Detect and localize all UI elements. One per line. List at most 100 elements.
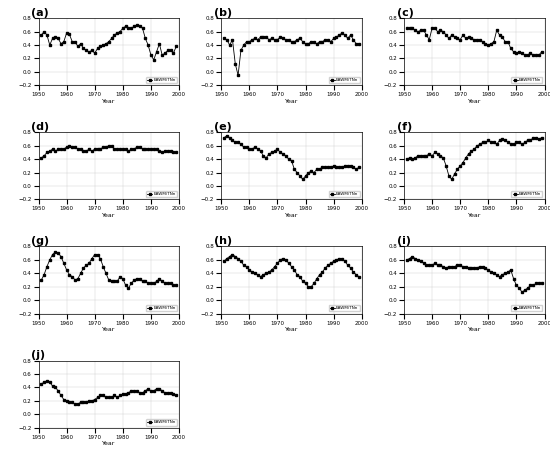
EAWM/TNn xyxy=(134,276,140,281)
EAWM/TNn xyxy=(170,283,177,288)
EAWM/TNn xyxy=(162,281,168,286)
Legend: EAWM/TNn: EAWM/TNn xyxy=(328,77,360,83)
EAWM/TNn xyxy=(232,254,239,259)
EAWM/TNn xyxy=(66,31,73,37)
EAWM/TNn xyxy=(249,37,255,42)
Text: (i): (i) xyxy=(397,237,411,246)
EAWM/TNn xyxy=(221,135,227,141)
EAWM/TNn xyxy=(63,30,70,35)
EAWM/TNn xyxy=(142,35,148,41)
EAWM/TNn xyxy=(86,398,92,404)
EAWM/TNn xyxy=(60,147,67,152)
EAWM/TNn xyxy=(91,51,98,56)
EAWM/TNn xyxy=(128,281,135,286)
EAWM/TNn xyxy=(333,34,340,40)
EAWM/TNn xyxy=(324,263,331,268)
EAWM/TNn xyxy=(533,281,540,286)
EAWM/TNn xyxy=(145,386,151,391)
EAWM/TNn xyxy=(296,274,303,279)
EAWM/TNn xyxy=(75,401,81,407)
EAWM/TNn xyxy=(89,256,95,261)
Line: EAWM/TNn: EAWM/TNn xyxy=(405,255,543,293)
EAWM/TNn xyxy=(521,140,528,145)
EAWM/TNn xyxy=(448,32,455,38)
X-axis label: Year: Year xyxy=(102,327,116,332)
EAWM/TNn xyxy=(252,144,258,150)
EAWM/TNn xyxy=(43,150,50,155)
EAWM/TNn xyxy=(527,51,534,56)
EAWM/TNn xyxy=(316,167,323,172)
EAWM/TNn xyxy=(316,272,323,278)
EAWM/TNn xyxy=(147,388,154,394)
EAWM/TNn xyxy=(280,35,287,41)
EAWM/TNn xyxy=(274,147,280,152)
EAWM/TNn xyxy=(249,269,255,275)
EAWM/TNn xyxy=(266,151,272,157)
EAWM/TNn xyxy=(246,147,252,152)
EAWM/TNn xyxy=(283,153,289,158)
Text: (f): (f) xyxy=(397,122,412,132)
EAWM/TNn xyxy=(164,148,171,154)
EAWM/TNn xyxy=(443,163,449,169)
EAWM/TNn xyxy=(78,147,84,152)
EAWM/TNn xyxy=(43,378,50,384)
EAWM/TNn xyxy=(122,283,129,288)
EAWM/TNn xyxy=(423,153,430,158)
EAWM/TNn xyxy=(277,34,284,40)
EAWM/TNn xyxy=(434,29,441,35)
EAWM/TNn xyxy=(139,278,146,284)
EAWM/TNn xyxy=(58,254,64,259)
EAWM/TNn xyxy=(285,261,292,266)
Text: (h): (h) xyxy=(214,237,232,246)
EAWM/TNn xyxy=(156,41,163,46)
EAWM/TNn xyxy=(162,51,168,56)
EAWM/TNn xyxy=(78,271,84,276)
EAWM/TNn xyxy=(451,171,458,177)
EAWM/TNn xyxy=(238,48,244,53)
EAWM/TNn xyxy=(533,135,540,141)
Line: EAWM/TNn: EAWM/TNn xyxy=(405,136,543,181)
EAWM/TNn xyxy=(417,153,424,158)
EAWM/TNn xyxy=(46,42,53,48)
EAWM/TNn xyxy=(491,39,497,45)
EAWM/TNn xyxy=(114,278,120,284)
EAWM/TNn xyxy=(170,150,177,155)
EAWM/TNn xyxy=(223,133,230,138)
EAWM/TNn xyxy=(63,267,70,273)
EAWM/TNn xyxy=(502,39,508,45)
EAWM/TNn xyxy=(229,252,236,257)
EAWM/TNn xyxy=(527,138,534,143)
EAWM/TNn xyxy=(412,28,419,33)
EAWM/TNn xyxy=(170,51,177,56)
EAWM/TNn xyxy=(302,41,309,46)
EAWM/TNn xyxy=(167,281,174,286)
EAWM/TNn xyxy=(353,41,360,46)
EAWM/TNn xyxy=(404,157,410,162)
EAWM/TNn xyxy=(291,267,298,273)
EAWM/TNn xyxy=(159,52,166,58)
EAWM/TNn xyxy=(100,42,107,48)
EAWM/TNn xyxy=(83,48,90,53)
EAWM/TNn xyxy=(75,276,81,281)
Line: EAWM/TNn: EAWM/TNn xyxy=(40,24,178,61)
EAWM/TNn xyxy=(277,257,284,263)
Legend: EAWM/TNn: EAWM/TNn xyxy=(512,305,542,312)
EAWM/TNn xyxy=(80,399,87,405)
EAWM/TNn xyxy=(350,165,356,170)
EAWM/TNn xyxy=(519,289,525,295)
EAWM/TNn xyxy=(420,261,427,266)
EAWM/TNn xyxy=(476,264,483,269)
EAWM/TNn xyxy=(437,28,444,33)
EAWM/TNn xyxy=(86,261,92,266)
EAWM/TNn xyxy=(437,153,444,158)
EAWM/TNn xyxy=(268,150,275,155)
EAWM/TNn xyxy=(474,37,480,42)
EAWM/TNn xyxy=(336,256,343,261)
EAWM/TNn xyxy=(52,34,59,40)
EAWM/TNn xyxy=(86,49,92,55)
X-axis label: Year: Year xyxy=(102,99,116,104)
EAWM/TNn xyxy=(519,51,525,56)
EAWM/TNn xyxy=(463,35,469,41)
EAWM/TNn xyxy=(277,150,284,155)
EAWM/TNn xyxy=(63,144,70,150)
